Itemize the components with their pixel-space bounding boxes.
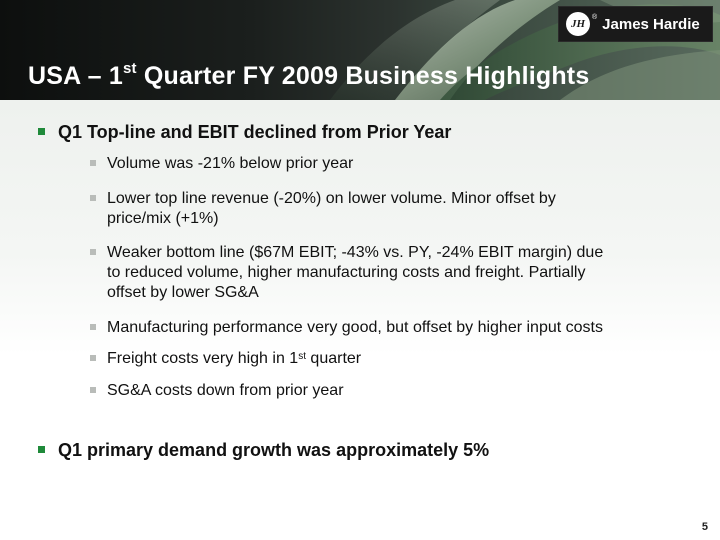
sub-bullet-marker [90,324,96,330]
bullet-marker [38,446,45,453]
sub-bullet-marker [90,387,96,393]
sub-bullet-marker [90,249,96,255]
bullet-marker [38,128,45,135]
jh-logo-icon: JH [566,12,590,36]
page-number: 5 [701,521,708,533]
logo-wordmark: James Hardie [602,15,700,33]
sub-bullet-marker [90,160,96,166]
content-background [0,100,720,355]
header-band: JH ® James Hardie USA – 1st Quarter FY 2… [0,0,720,100]
slide-title: USA – 1st Quarter FY 2009 Business Highl… [28,60,590,90]
sub-bullet-marker [90,355,96,361]
james-hardie-logo: JH ® James Hardie [558,6,713,42]
sub-bullet-marker [90,195,96,201]
registered-mark: ® [592,14,598,21]
